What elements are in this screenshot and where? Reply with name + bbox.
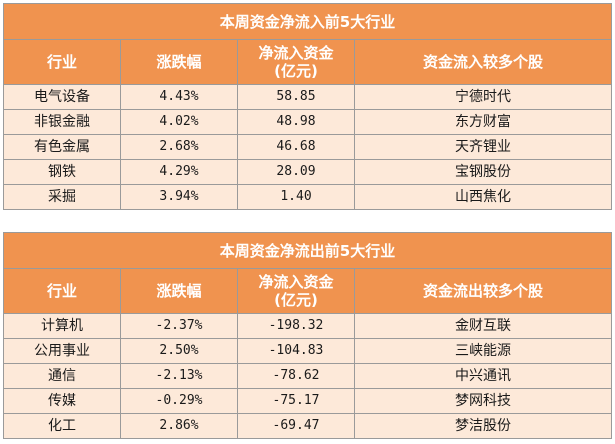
change-cell: 4.43%	[120, 84, 238, 110]
industry-cell: 计算机	[3, 313, 121, 339]
change-cell: -0.29%	[120, 388, 238, 414]
outflow-header-stocks: 资金流出较多个股	[353, 268, 613, 314]
table-row: 钢铁 4.29% 28.09 宝钢股份	[3, 159, 613, 185]
inflow-header-change: 涨跌幅	[120, 39, 238, 85]
outflow-header-industry: 行业	[3, 268, 121, 314]
table-row: 非银金融 4.02% 48.98 东方财富	[3, 109, 613, 135]
inflow-header-stocks: 资金流入较多个股	[353, 39, 613, 85]
outflow-header-net-line1: 净流入资金	[258, 273, 334, 291]
net-flow-cell: 28.09	[237, 159, 355, 185]
net-flow-cell: 48.98	[237, 109, 355, 135]
change-cell: 2.86%	[120, 413, 238, 439]
change-cell: 4.02%	[120, 109, 238, 135]
inflow-header-net: 净流入资金 (亿元)	[237, 39, 355, 85]
industry-cell: 非银金融	[3, 109, 121, 135]
industry-cell: 钢铁	[3, 159, 121, 185]
table-row: 化工 2.86% -69.47 梦洁股份	[3, 413, 613, 439]
industry-cell: 通信	[3, 363, 121, 389]
industry-cell: 化工	[3, 413, 121, 439]
table-row: 传媒 -0.29% -75.17 梦网科技	[3, 388, 613, 414]
change-cell: 2.50%	[120, 338, 238, 364]
industry-cell: 公用事业	[3, 338, 121, 364]
stock-cell: 东方财富	[353, 109, 613, 135]
outflow-header-row: 行业 涨跌幅 净流入资金 (亿元) 资金流出较多个股	[3, 268, 613, 314]
table-row: 电气设备 4.43% 58.85 宁德时代	[3, 84, 613, 110]
change-cell: 3.94%	[120, 184, 238, 210]
net-flow-cell: -75.17	[237, 388, 355, 414]
inflow-header-net-line1: 净流入资金	[258, 44, 334, 62]
inflow-header-row: 行业 涨跌幅 净流入资金 (亿元) 资金流入较多个股	[3, 39, 613, 85]
outflow-header-net-line2: (亿元)	[274, 291, 318, 309]
change-cell: -2.37%	[120, 313, 238, 339]
net-flow-cell: 58.85	[237, 84, 355, 110]
inflow-header-net-line2: (亿元)	[274, 62, 318, 80]
stock-cell: 天齐锂业	[353, 134, 613, 160]
stock-cell: 宝钢股份	[353, 159, 613, 185]
outflow-header-change: 涨跌幅	[120, 268, 238, 314]
stock-cell: 金财互联	[353, 313, 613, 339]
net-flow-cell: 46.68	[237, 134, 355, 160]
inflow-table: 本周资金净流入前5大行业 行业 涨跌幅 净流入资金 (亿元) 资金流入较多个股 …	[2, 3, 613, 210]
stock-cell: 三峡能源	[353, 338, 613, 364]
outflow-table-title: 本周资金净流出前5大行业	[2, 232, 613, 269]
inflow-table-title: 本周资金净流入前5大行业	[2, 3, 613, 40]
industry-cell: 有色金属	[3, 134, 121, 160]
inflow-header-industry: 行业	[3, 39, 121, 85]
industry-cell: 采掘	[3, 184, 121, 210]
table-row: 采掘 3.94% 1.40 山西焦化	[3, 184, 613, 210]
stock-cell: 梦洁股份	[353, 413, 613, 439]
net-flow-cell: -78.62	[237, 363, 355, 389]
stock-cell: 山西焦化	[353, 184, 613, 210]
table-row: 计算机 -2.37% -198.32 金财互联	[3, 313, 613, 339]
table-row: 有色金属 2.68% 46.68 天齐锂业	[3, 134, 613, 160]
net-flow-cell: -69.47	[237, 413, 355, 439]
net-flow-cell: 1.40	[237, 184, 355, 210]
net-flow-cell: -198.32	[237, 313, 355, 339]
outflow-table: 本周资金净流出前5大行业 行业 涨跌幅 净流入资金 (亿元) 资金流出较多个股 …	[2, 232, 613, 439]
stock-cell: 中兴通讯	[353, 363, 613, 389]
stock-cell: 梦网科技	[353, 388, 613, 414]
industry-cell: 传媒	[3, 388, 121, 414]
change-cell: 2.68%	[120, 134, 238, 160]
table-row: 公用事业 2.50% -104.83 三峡能源	[3, 338, 613, 364]
outflow-header-net: 净流入资金 (亿元)	[237, 268, 355, 314]
stock-cell: 宁德时代	[353, 84, 613, 110]
net-flow-cell: -104.83	[237, 338, 355, 364]
change-cell: 4.29%	[120, 159, 238, 185]
table-row: 通信 -2.13% -78.62 中兴通讯	[3, 363, 613, 389]
change-cell: -2.13%	[120, 363, 238, 389]
industry-cell: 电气设备	[3, 84, 121, 110]
